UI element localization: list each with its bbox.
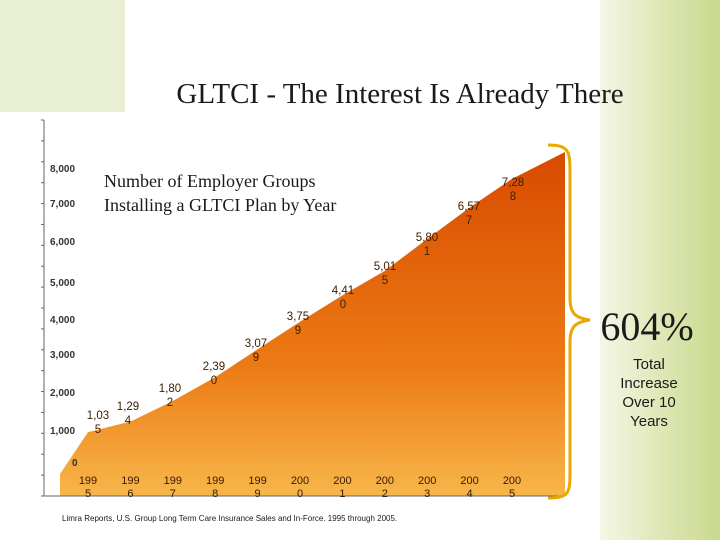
growth-caption-line: Over 10: [622, 394, 676, 411]
growth-percent: 604%: [600, 304, 694, 349]
growth-caption-line: Years: [630, 413, 668, 430]
data-label: 1,29 4: [117, 401, 139, 427]
data-label-line: 5,01: [374, 261, 396, 273]
chart-subtitle-line: Installing a GLTCI Plan by Year: [104, 195, 336, 215]
x-tick-label-line: 200: [376, 475, 394, 487]
data-label-line: 2: [167, 397, 173, 409]
data-label-line: 3,07: [245, 338, 267, 350]
data-label-line: 0: [340, 299, 346, 311]
y-tick-label: 8,000: [50, 164, 75, 175]
y-tick-label: 0: [72, 458, 78, 469]
x-tick-label-line: 6: [127, 488, 133, 500]
x-tick-label-line: 200: [333, 475, 351, 487]
x-tick-label-line: 199: [248, 475, 266, 487]
data-label: 1,03 5: [87, 410, 109, 436]
data-label-line: 5: [382, 275, 388, 287]
x-tick-label-line: 199: [206, 475, 224, 487]
x-tick-label-line: 7: [170, 488, 176, 500]
data-label-line: 9: [253, 352, 259, 364]
data-label-line: 9: [295, 325, 301, 337]
x-tick-label-line: 200: [418, 475, 436, 487]
data-label: 3,07 9: [245, 338, 267, 364]
data-label-line: 1: [424, 246, 430, 258]
data-label: 7,28 8: [502, 177, 524, 203]
growth-caption-line: Total: [633, 356, 665, 373]
data-label-line: 4: [125, 415, 132, 427]
x-tick-label-line: 3: [424, 488, 430, 500]
data-label-line: 4,41: [332, 285, 354, 297]
x-tick-label-line: 1: [339, 488, 345, 500]
y-tick-label: 1,000: [50, 426, 75, 437]
x-tick-label-line: 200: [503, 475, 521, 487]
data-label: 2,39 0: [203, 361, 225, 387]
data-label-line: 0: [211, 375, 217, 387]
x-tick-label-line: 199: [79, 475, 97, 487]
x-tick-label-line: 4: [467, 488, 473, 500]
data-label: 1,80 2: [159, 383, 181, 409]
data-label-line: 2,39: [203, 361, 225, 373]
data-label-line: 6,57: [458, 201, 480, 213]
chart-subtitle-line: Number of Employer Groups: [104, 171, 315, 191]
x-tick-label-line: 200: [291, 475, 309, 487]
y-tick-label: 3,000: [50, 350, 75, 361]
data-label-line: 7: [466, 215, 472, 227]
x-tick-label-line: 8: [212, 488, 218, 500]
data-label-line: 7,28: [502, 177, 524, 189]
x-tick-label-line: 5: [85, 488, 91, 500]
y-tick-label: 4,000: [50, 315, 75, 326]
y-tick-label: 5,000: [50, 278, 75, 289]
accent-block-top-left: [0, 0, 125, 112]
x-tick-label-line: 9: [255, 488, 261, 500]
x-tick-label: 2005: [503, 475, 521, 500]
y-tick-label: 6,000: [50, 237, 75, 248]
data-label: 6,57 7: [458, 201, 480, 227]
y-tick-label: 7,000: [50, 199, 75, 210]
data-label-line: 1,29: [117, 401, 139, 413]
x-tick-label-line: 0: [297, 488, 303, 500]
slide-title: GLTCI - The Interest Is Already There: [176, 78, 624, 110]
x-tick-label-line: 5: [509, 488, 515, 500]
data-label-line: 8: [510, 191, 516, 203]
data-label-line: 5,80: [416, 232, 438, 244]
data-label-line: 1,80: [159, 383, 181, 395]
data-label: 4,41 0: [332, 285, 354, 311]
growth-caption: Total Increase Over 10 Years: [594, 355, 704, 431]
x-tick-label-line: 2: [382, 488, 388, 500]
data-label: 5,01 5: [374, 261, 396, 287]
x-tick-label-line: 200: [460, 475, 478, 487]
increase-brace: [547, 143, 591, 500]
growth-caption-line: Increase: [620, 375, 678, 392]
growth-area: [60, 152, 565, 496]
x-tick-label: 1995: [79, 475, 97, 500]
x-tick-label-line: 199: [164, 475, 182, 487]
source-note: Limra Reports, U.S. Group Long Term Care…: [62, 514, 398, 523]
y-tick-label: 2,000: [50, 388, 75, 399]
data-label-line: 1,03: [87, 410, 109, 422]
data-label: 3,75 9: [287, 311, 309, 337]
accent-band-right: [600, 0, 720, 540]
data-label-line: 3,75: [287, 311, 309, 323]
data-label: 5,80 1: [416, 232, 438, 258]
x-tick-label-line: 199: [121, 475, 139, 487]
data-label-line: 5: [95, 424, 101, 436]
